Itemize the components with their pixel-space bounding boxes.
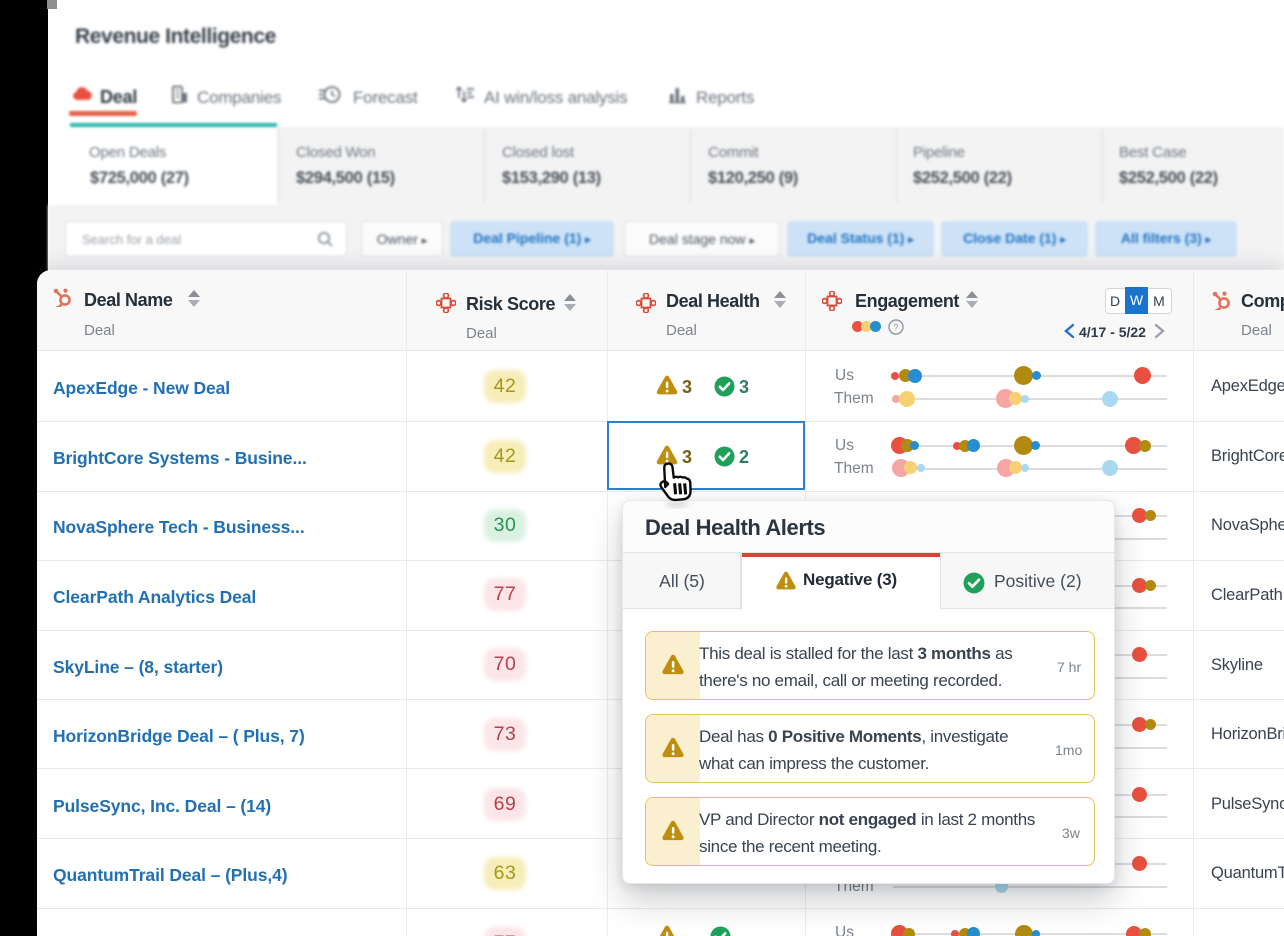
svg-text:?: ?: [893, 322, 898, 333]
